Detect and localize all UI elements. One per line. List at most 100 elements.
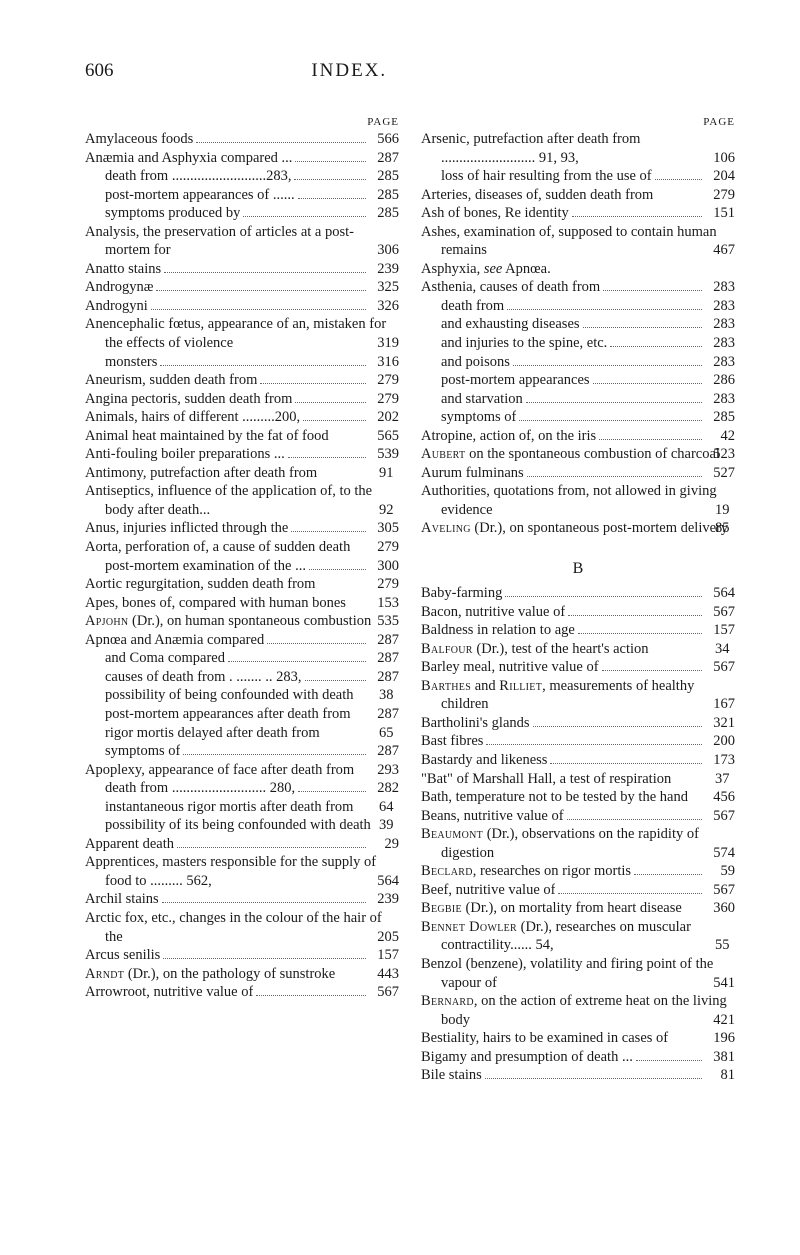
entry-page: 239 <box>369 260 399 279</box>
entry-page: 283 <box>705 278 735 297</box>
entry-label: Beans, nutritive value of <box>421 807 564 826</box>
entry-label: Bigamy and presumption of death ... <box>421 1048 633 1067</box>
leader-dots <box>164 265 366 273</box>
index-entry: Beef, nutritive value of567 <box>421 881 735 900</box>
entry-label: Androgyni <box>85 297 148 316</box>
leader-dots <box>228 654 366 662</box>
entry-label: Atropine, action of, on the iris <box>421 427 596 446</box>
entry-label: Bestiality, hairs to be examined in case… <box>421 1030 668 1046</box>
entry-label: Anencephalic fœtus, appearance of an, mi… <box>85 316 386 351</box>
entry-page: 321 <box>705 714 735 733</box>
index-entry: Anti-fouling boiler preparations ... 539 <box>85 445 399 464</box>
entry-label: Balfour (Dr.), test of the heart's actio… <box>421 641 649 657</box>
entry-page: 157 <box>705 621 735 640</box>
leader-dots <box>519 413 702 421</box>
entry-label: Apprentices, masters responsible for the… <box>85 854 376 889</box>
index-entry: rigor mortis delayed after death from 65 <box>85 724 399 743</box>
entry-label: Anti-fouling boiler preparations ... <box>85 445 285 464</box>
leader-dots <box>610 339 702 347</box>
entry-page: 19 <box>715 502 730 518</box>
index-entry: Beclard, researches on rigor mortis59 <box>421 862 735 881</box>
entry-label: Arndt (Dr.), on the pathology of sunstro… <box>85 966 335 982</box>
entry-label: and injuries to the spine, etc. <box>441 334 607 353</box>
entry-label: Bernard, on the action of extreme heat o… <box>421 993 727 1028</box>
entry-label: Arteries, diseases of, sudden death from <box>421 187 653 203</box>
entry-label: Barley meal, nutritive value of <box>421 658 599 677</box>
entry-page: 467 <box>713 242 735 258</box>
entry-label: death from ..........................283… <box>105 167 291 186</box>
index-entry: Analysis, the preservation of articles a… <box>85 223 399 260</box>
entry-page: 42 <box>705 427 735 446</box>
index-entry: Androgyni 326 <box>85 297 399 316</box>
entry-label: possibility of its being confounded with… <box>105 817 371 833</box>
entry-page: 283 <box>705 353 735 372</box>
entry-label: and Coma compared <box>105 649 225 668</box>
index-entry: Benzol (benzene), volatility and firing … <box>421 955 735 992</box>
entry-label: Beef, nutritive value of <box>421 881 555 900</box>
index-entry: Asthenia, causes of death from283 <box>421 278 735 297</box>
entry-page: 287 <box>369 631 399 650</box>
leader-dots <box>602 663 702 671</box>
entry-label: rigor mortis delayed after death from <box>105 725 320 741</box>
leader-dots <box>267 636 366 644</box>
leader-dots <box>295 153 366 161</box>
leader-dots <box>513 357 702 365</box>
entry-label: Baldness in relation to age <box>421 621 575 640</box>
index-entry: instantaneous rigor mortis after death f… <box>85 798 399 817</box>
entry-page: 539 <box>369 445 399 464</box>
entry-label: Aorta, perforation of, a cause of sudden… <box>85 539 350 555</box>
index-entry: Ashes, examination of, supposed to conta… <box>421 223 735 260</box>
entry-page: 287 <box>377 706 399 722</box>
leader-dots <box>599 432 702 440</box>
page-label-left: PAGE <box>85 116 399 128</box>
entry-label: Antiseptics, influence of the applicatio… <box>85 483 372 518</box>
entry-page: 34 <box>715 641 730 657</box>
entry-page: 306 <box>377 242 399 258</box>
entry-label: Asphyxia, see Apnœa. <box>421 260 551 279</box>
index-entry: Aveling (Dr.), on spontaneous post-morte… <box>421 519 735 538</box>
entry-label: Arrowroot, nutritive value of <box>85 983 253 1002</box>
leader-dots <box>163 951 366 959</box>
entry-label: Barthes and Rilliet, measurements of hea… <box>421 678 694 713</box>
entry-label: Apoplexy, appearance of face after death… <box>85 762 354 778</box>
index-entry: Beans, nutritive value of567 <box>421 807 735 826</box>
entry-page: 567 <box>705 658 735 677</box>
leader-dots <box>526 394 702 402</box>
entry-page: 64 <box>379 799 394 815</box>
entry-page: 287 <box>369 668 399 687</box>
index-entry: Aubert on the spontaneous combustion of … <box>421 445 735 464</box>
entry-page: 283 <box>705 297 735 316</box>
entry-page: 283 <box>705 390 735 409</box>
index-entry: symptoms of287 <box>85 742 399 761</box>
leader-dots <box>294 172 366 180</box>
entry-label: Apparent death <box>85 835 174 854</box>
index-entry: Bacon, nutritive value of567 <box>421 603 735 622</box>
leader-dots <box>298 190 366 198</box>
entry-label: Animals, hairs of different .........200… <box>85 408 300 427</box>
entry-label: and starvation <box>441 390 523 409</box>
page-label-right: PAGE <box>421 116 735 128</box>
leader-dots <box>583 320 702 328</box>
index-entry: "Bat" of Marshall Hall, a test of respir… <box>421 770 735 789</box>
entry-label: Bennet Dowler (Dr.), researches on muscu… <box>421 919 691 954</box>
entry-page: 202 <box>369 408 399 427</box>
entry-label: post-mortem appearances <box>441 371 590 390</box>
entry-label: Bastardy and likeness <box>421 751 547 770</box>
leader-dots <box>486 737 702 745</box>
index-entry: Androgynæ 325 <box>85 278 399 297</box>
entry-page: 283 <box>705 315 735 334</box>
index-entry: Bartholini's glands321 <box>421 714 735 733</box>
entry-page: 205 <box>377 929 399 945</box>
leader-dots <box>295 394 366 402</box>
entry-page: 325 <box>369 278 399 297</box>
entry-label: Androgynæ <box>85 278 153 297</box>
leader-dots <box>256 988 366 996</box>
entry-page: 200 <box>705 732 735 751</box>
entry-page: 326 <box>369 297 399 316</box>
entry-label: Bast fibres <box>421 732 483 751</box>
entry-page: 39 <box>379 817 394 833</box>
index-entry: Anencephalic fœtus, appearance of an, mi… <box>85 315 399 352</box>
index-entry: Bath, temperature not to be tested by th… <box>421 788 735 807</box>
entry-label: and exhausting diseases <box>441 315 580 334</box>
index-entry: Authorities, quotations from, not allowe… <box>421 482 735 519</box>
